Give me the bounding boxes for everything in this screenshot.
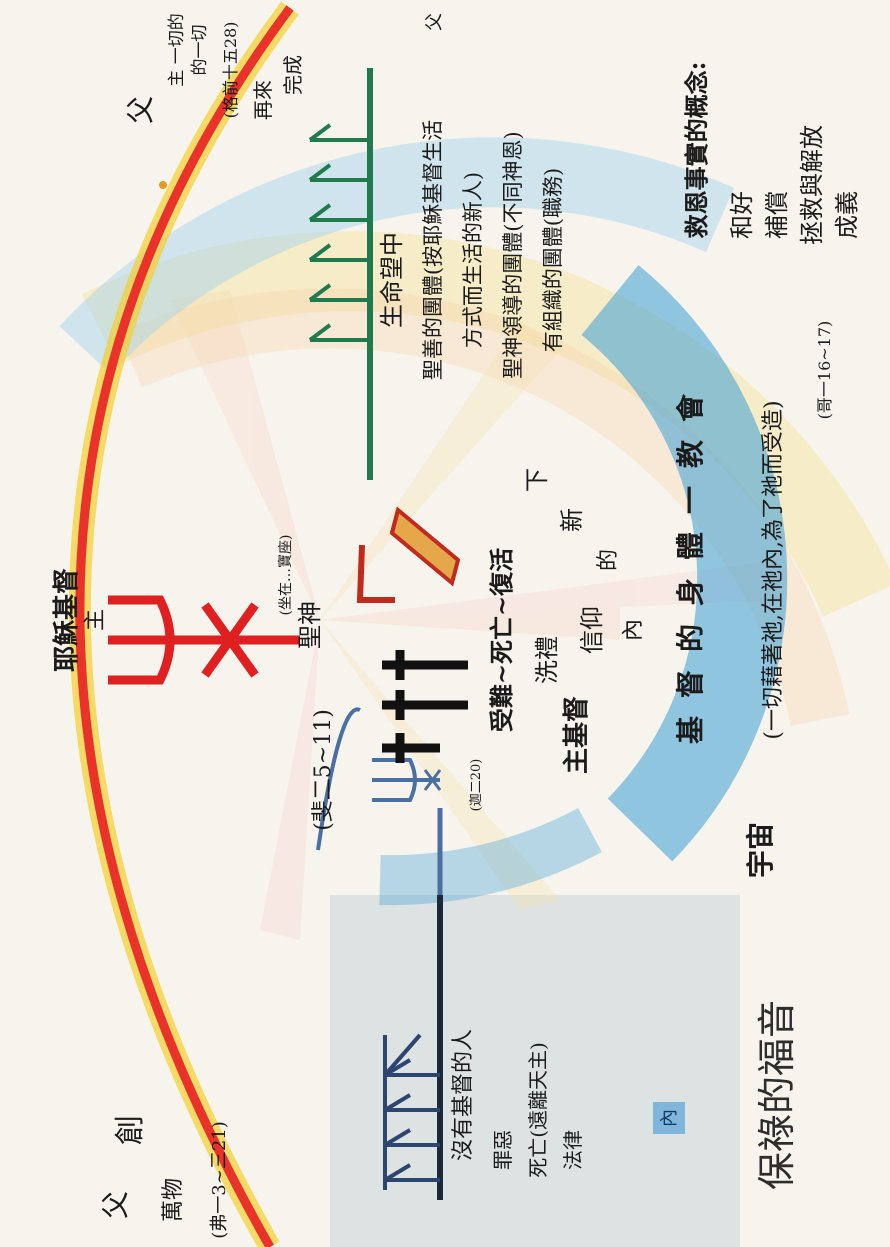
top-right-note-1: 主 一切的 [167,13,187,86]
creation-label: 創 [113,1115,148,1145]
right-group-line1: 生命望中 [378,232,406,328]
new-label: 新 [558,508,586,532]
top-right-note-2: 的一切 [190,25,210,76]
small-ref: (迦二20) [469,759,484,812]
left-group-label: 沒有基督的人 [451,1029,476,1161]
sin-label: 罪惡 [491,1130,515,1170]
outer-arc [75,5,294,1247]
father-label-top: 父 [424,13,445,31]
death-label: 死亡(遠離天主) [526,1042,550,1178]
universe-label: 宇宙 [744,822,777,878]
completion-label: 完成 [281,55,305,95]
shaded-panel [330,895,740,1247]
law-label: 法律 [561,1130,585,1170]
right-group-line3: 方式而生活的新人) [461,172,485,348]
legend-label: 內 [659,1109,680,1127]
small-chi-rho-icon [316,707,442,851]
concept-title: 救恩事實的概念: [682,62,711,239]
arrow-people-left [383,1033,440,1190]
blue-band [581,265,788,862]
concept-item-2: 補償 [763,191,791,239]
christ-name: 耶穌基督 [51,568,82,672]
blue-band-tail [379,807,602,906]
of-label: 的 [596,549,621,571]
light-blue-band [59,137,735,374]
concept-item-4: 成義 [833,191,861,239]
baptism-label: 洗禮 [533,636,561,684]
lord-label: 主 [83,609,108,631]
right-group-line2: 聖善的團體(按耶穌基督生活 [421,120,445,380]
body-of-christ-label: 基督的身體一教會 [674,376,707,744]
yellow-band [82,231,890,617]
arc-dot [159,181,167,189]
death-resurrection: 受難~死亡~復活 [487,548,516,732]
concept-item-1: 和好 [728,191,756,239]
three-crosses-icon [382,650,468,763]
empty-tomb-icon [356,506,461,603]
creation-ref: (弗一3~三21) [209,1121,230,1238]
legend-swatch [653,1102,685,1134]
col-ref-label: (哥一16~17) [815,321,834,420]
faith-label: 信仰 [578,606,606,654]
concept-item-3: 拯救與解放 [798,125,826,245]
lord-christ-label: 主基督 [561,696,592,774]
page-title: 保祿的福音 [755,1000,799,1190]
father-label-left: 父 [99,1191,132,1219]
chi-rho-icon [108,595,300,685]
wan-wu-label: 萬物 [161,1178,186,1222]
spirit-label: 聖神 [296,601,324,649]
right-group-line4: 聖神領導的團體(不同神恩) [501,131,525,378]
in-label: 內 [621,619,646,641]
all-things-label: (一切藉著祂,在祂內,為了祂而受造) [761,400,786,739]
right-group-line5: 有組織的團體(職務) [541,168,565,352]
coming-label: 再來 [251,80,275,120]
top-right-ref: (格前十五28) [221,22,240,119]
light-rays [170,290,780,940]
father-label-center: 父 [124,96,157,124]
sitting-label: (坐在…寶座) [278,535,294,616]
arrow-people-right [308,123,370,342]
humility-ref: (斐二5~11) [311,709,336,831]
below-label: 下 [523,468,551,492]
